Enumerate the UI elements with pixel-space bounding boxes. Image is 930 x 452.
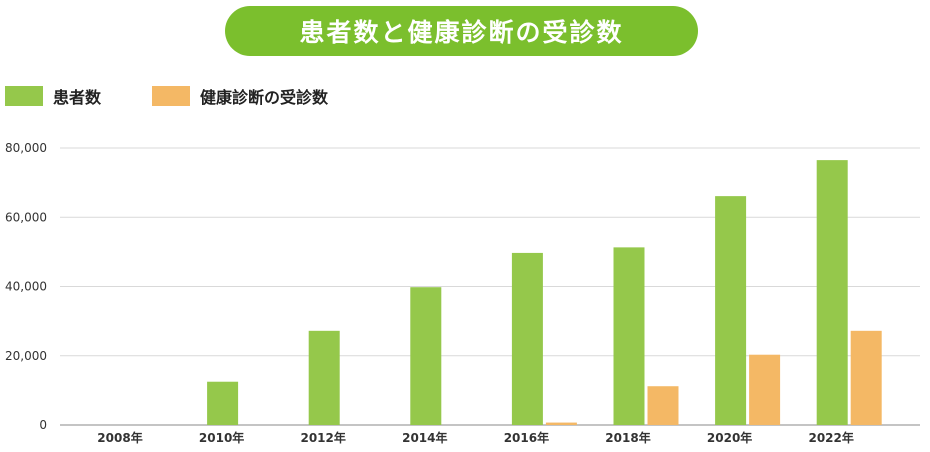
- x-tick-label: 2008年: [97, 430, 142, 445]
- y-tick-label: 80,000: [5, 141, 47, 155]
- x-tick-label: 2010年: [199, 430, 244, 445]
- legend-label-patients: 患者数: [53, 88, 102, 107]
- y-tick-label: 40,000: [5, 280, 47, 294]
- bar-patients: [410, 287, 442, 425]
- y-tick-label: 0: [39, 418, 47, 432]
- legend-item-patients: 患者数: [5, 83, 101, 109]
- y-tick-label: 20,000: [5, 349, 47, 363]
- bar-patients: [816, 160, 848, 425]
- bar-checkups: [850, 330, 882, 425]
- bar-patients: [511, 252, 543, 425]
- x-tick-label: 2012年: [300, 430, 345, 445]
- bar-patients: [613, 247, 645, 425]
- x-tick-label: 2020年: [707, 430, 752, 445]
- bar-checkups: [545, 422, 577, 425]
- x-tick-label: 2022年: [808, 430, 853, 445]
- legend-item-checkups: 健康診断の受診数: [152, 83, 328, 109]
- bar-checkups: [749, 354, 781, 425]
- y-tick-label: 60,000: [5, 210, 47, 224]
- bar-patients: [207, 381, 239, 425]
- x-tick-label: 2014年: [402, 430, 447, 445]
- bar-patients: [715, 196, 747, 425]
- legend-swatch-checkups: [152, 86, 190, 106]
- x-tick-label: 2018年: [605, 430, 650, 445]
- bar-checkups: [647, 386, 679, 425]
- bar-patients: [308, 330, 340, 425]
- chart-title-banner: 患者数と健康診断の受診数: [225, 6, 698, 56]
- x-tick-label: 2016年: [504, 430, 549, 445]
- legend-swatch-patients: [5, 86, 43, 106]
- legend-label-checkups: 健康診断の受診数: [200, 88, 329, 107]
- chart-title: 患者数と健康診断の受診数: [299, 18, 624, 47]
